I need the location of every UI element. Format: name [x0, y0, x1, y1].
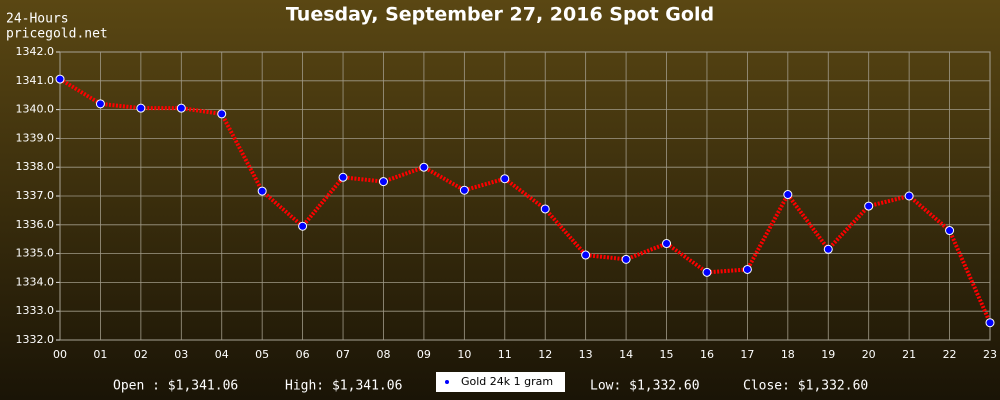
data-point [742, 264, 752, 274]
x-tick-label: 15 [660, 348, 674, 361]
x-tick-label: 17 [740, 348, 754, 361]
data-point [338, 172, 348, 182]
y-tick-label: 1334.0 [16, 275, 55, 288]
y-tick-label: 1341.0 [16, 74, 55, 87]
y-tick-label: 1333.0 [16, 304, 55, 317]
corner-text: 24-Hours [6, 12, 69, 27]
data-point [621, 254, 631, 264]
data-point [823, 244, 833, 254]
data-point [419, 162, 429, 172]
x-tick-label: 04 [215, 348, 229, 361]
x-tick-label: 00 [53, 348, 67, 361]
x-tick-label: 16 [700, 348, 714, 361]
data-point [298, 221, 308, 231]
y-tick-label: 1335.0 [16, 247, 55, 260]
x-tick-label: 21 [902, 348, 916, 361]
legend-marker [445, 380, 449, 384]
x-tick-label: 01 [93, 348, 107, 361]
data-point [459, 185, 469, 195]
data-point [217, 109, 227, 119]
x-tick-label: 13 [579, 348, 593, 361]
y-tick-label: 1338.0 [16, 160, 55, 173]
y-tick-label: 1342.0 [16, 45, 55, 58]
data-point [985, 318, 995, 328]
stat: Low: $1,332.60 [590, 379, 700, 394]
x-tick-label: 02 [134, 348, 148, 361]
x-tick-label: 03 [174, 348, 188, 361]
stat: Open : $1,341.06 [113, 379, 238, 394]
x-tick-label: 10 [457, 348, 471, 361]
stat: High: $1,341.06 [285, 379, 402, 394]
y-tick-label: 1339.0 [16, 131, 55, 144]
data-point [783, 190, 793, 200]
data-point [176, 103, 186, 113]
x-tick-label: 06 [296, 348, 310, 361]
legend-label: Gold 24k 1 gram [461, 375, 553, 388]
data-point [257, 186, 267, 196]
data-point [378, 177, 388, 187]
corner-text: pricegold.net [6, 27, 108, 42]
x-tick-label: 19 [821, 348, 835, 361]
data-point [500, 174, 510, 184]
y-tick-label: 1337.0 [16, 189, 55, 202]
x-tick-label: 18 [781, 348, 795, 361]
data-point [136, 103, 146, 113]
stat: Close: $1,332.60 [743, 379, 868, 394]
y-tick-label: 1336.0 [16, 218, 55, 231]
data-point [95, 99, 105, 109]
x-tick-label: 20 [862, 348, 876, 361]
y-tick-label: 1332.0 [16, 333, 55, 346]
x-tick-label: 08 [376, 348, 390, 361]
x-tick-label: 22 [943, 348, 957, 361]
y-tick-label: 1340.0 [16, 103, 55, 116]
data-point [540, 204, 550, 214]
data-point [581, 250, 591, 260]
x-tick-label: 09 [417, 348, 431, 361]
legend-box [436, 372, 565, 392]
data-point [904, 191, 914, 201]
data-point [945, 226, 955, 236]
x-tick-label: 14 [619, 348, 633, 361]
data-point [662, 239, 672, 249]
data-point [864, 201, 874, 211]
series-line [58, 77, 992, 324]
x-tick-label: 12 [538, 348, 552, 361]
data-point [55, 74, 65, 84]
x-tick-label: 05 [255, 348, 269, 361]
x-tick-label: 23 [983, 348, 997, 361]
data-point [702, 267, 712, 277]
x-tick-label: 07 [336, 348, 350, 361]
x-tick-label: 11 [498, 348, 512, 361]
chart-title: Tuesday, September 27, 2016 Spot Gold [286, 4, 714, 26]
